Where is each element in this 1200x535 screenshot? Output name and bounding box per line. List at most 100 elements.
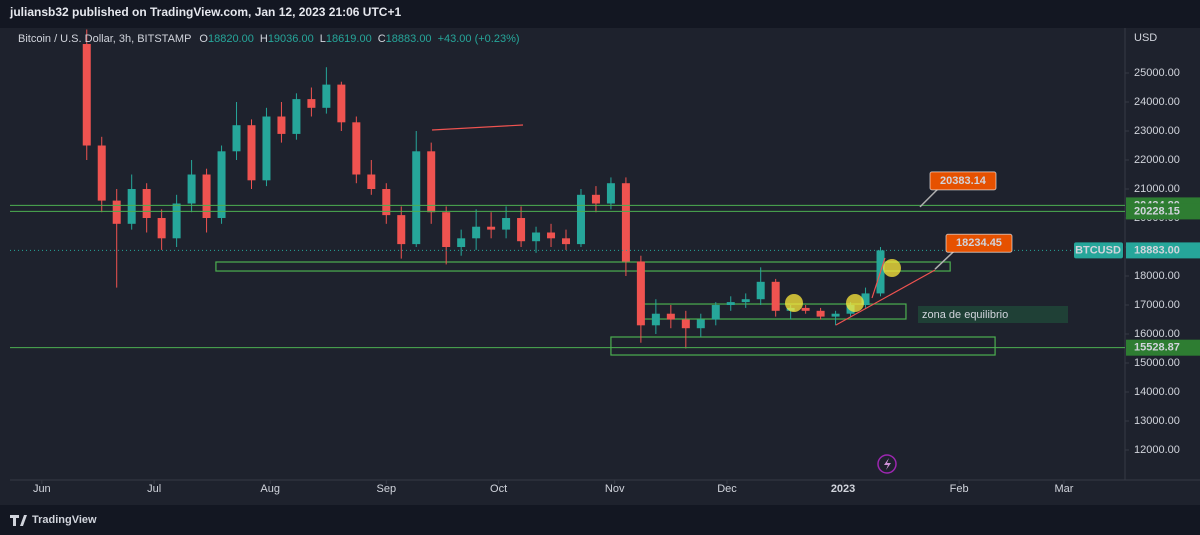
candle-body (397, 215, 406, 245)
last-price-tag (1126, 242, 1200, 259)
x-tick-label: Mar (1054, 483, 1073, 495)
candle-body (232, 125, 241, 152)
candle-body (427, 151, 436, 213)
plot: zona de equilibrio (82, 29, 1068, 356)
annotation: zona de equilibrio (922, 309, 1008, 321)
candle-body (651, 313, 660, 326)
chart-pane (0, 28, 1200, 505)
candle-body (322, 84, 331, 108)
candle-body (367, 174, 376, 190)
candle-body (187, 174, 196, 204)
y-tick-label: 12000.00 (1134, 444, 1180, 456)
callout-label: 18234.45 (956, 237, 1002, 249)
level-label: 15528.87 (1134, 342, 1180, 354)
candle-body (502, 218, 511, 230)
last-price-label: 18883.00 (1134, 244, 1180, 256)
candle-body (127, 189, 136, 224)
candle-body (247, 125, 256, 181)
logo: TradingView (10, 514, 97, 526)
logo-mark (10, 515, 27, 526)
candle-body (726, 302, 735, 306)
candle-body (442, 212, 451, 248)
highlight-marker (785, 294, 803, 312)
ohlc-key: C (378, 33, 386, 45)
y-tick-label: 23000.00 (1134, 125, 1180, 137)
y-tick-label: 25000.00 (1134, 67, 1180, 79)
y-tick-label: 16000.00 (1134, 328, 1180, 340)
header: juliansb32 published on TradingView.com,… (9, 5, 401, 19)
trend-line (871, 257, 886, 299)
change: +43.00 (+0.23%) (438, 33, 520, 45)
y-tick-label: 21000.00 (1134, 183, 1180, 195)
ticker-label: BTCUSD (1075, 244, 1121, 256)
ticker-tag (1074, 242, 1123, 259)
callout-box (945, 233, 1013, 253)
candle-body (621, 183, 630, 262)
level-tag (1126, 339, 1200, 356)
candle-body (636, 261, 645, 326)
zone (610, 336, 996, 356)
annotation-bg (918, 306, 1068, 323)
candle-body (457, 238, 466, 248)
zone (215, 261, 951, 272)
x-tick-label: 2023 (831, 483, 855, 495)
candle-body (816, 310, 825, 317)
candle-body (606, 183, 615, 204)
ohlc-value: 18883.00 (386, 33, 432, 45)
callout-label: 20383.14 (940, 175, 987, 187)
ohlc-key: H (260, 33, 268, 45)
candle-body (487, 226, 496, 230)
candle-body (591, 194, 600, 204)
y-tick-label: 14000.00 (1134, 386, 1180, 398)
candle-body (382, 189, 391, 216)
x-tick-label: Feb (950, 483, 969, 495)
candle-body (412, 151, 421, 245)
lightning-glyph (884, 458, 891, 470)
callout-pointer (919, 188, 939, 208)
candle-body (756, 281, 765, 300)
highlight-marker (846, 294, 864, 312)
candle-body (262, 116, 271, 181)
x-tick-label: Aug (260, 483, 280, 495)
candle-body (576, 194, 585, 245)
y-tick-label: 24000.00 (1134, 96, 1180, 108)
candle-body (97, 145, 106, 201)
x-tick-label: Sep (376, 483, 396, 495)
legend: Bitcoin / U.S. Dollar, 3h, BITSTAMP O1882… (18, 33, 520, 45)
candle-body (112, 200, 121, 224)
trend-line (835, 269, 936, 326)
x-tick-label: Oct (490, 483, 507, 495)
y-tick-label: 22000.00 (1134, 154, 1180, 166)
candle-body (307, 99, 316, 108)
candle-body (801, 307, 810, 311)
candle-body (217, 151, 226, 219)
level-label: 20228.15 (1134, 205, 1180, 217)
y-tick-label: 13000.00 (1134, 415, 1180, 427)
candle-body (292, 99, 301, 134)
candle-body (681, 319, 690, 329)
candle-body (666, 313, 675, 320)
candle-body (352, 122, 361, 175)
candle-body (172, 203, 181, 239)
candle-body (831, 313, 840, 317)
candle-body (202, 174, 211, 219)
symbol: Bitcoin / U.S. Dollar, 3h, BITSTAMP (18, 33, 191, 45)
y-tick-label: 15000.00 (1134, 357, 1180, 369)
candle-body (741, 299, 750, 303)
ohlc-value: 18619.00 (326, 33, 372, 45)
candle-body (337, 84, 346, 123)
candle-body (771, 281, 780, 311)
x-tick-label: Jul (147, 483, 161, 495)
lightning-icon[interactable] (877, 454, 897, 474)
candle-body (277, 116, 286, 134)
candle-body (142, 189, 151, 219)
candle-body (562, 238, 571, 245)
candle-body (547, 232, 556, 239)
x-tick-label: Nov (605, 483, 625, 495)
x-tick-label: Dec (717, 483, 737, 495)
callout-box (929, 171, 997, 191)
ohlc-key: O (199, 33, 208, 45)
highlight-marker (883, 259, 901, 277)
candle-body (861, 293, 870, 306)
